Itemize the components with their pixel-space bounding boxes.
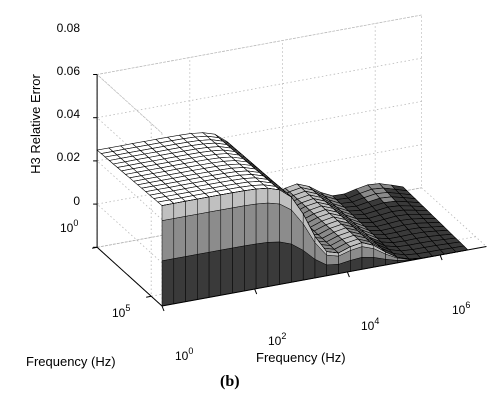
x-tick <box>346 271 350 278</box>
surface-front-face <box>185 213 198 257</box>
z-axis-label: H3 Relative Error <box>28 73 43 173</box>
surface-front-face <box>267 241 280 287</box>
surface-front-face <box>161 218 175 262</box>
surface-front-face <box>326 254 339 266</box>
surface-front-face <box>255 202 269 245</box>
y-axis-label: Frequency (Hz) <box>26 354 116 369</box>
z-tick-label: 0.02 <box>57 150 81 164</box>
surface-front-face <box>232 245 245 294</box>
z-gridline <box>96 14 422 134</box>
surface-front-face <box>185 198 198 217</box>
surface-front-face <box>197 251 210 300</box>
surface-front-face <box>208 194 222 213</box>
surface-front-face <box>220 207 233 251</box>
surface-front-face <box>161 258 175 307</box>
surface-front-face <box>197 196 210 215</box>
surface-front-face <box>208 209 222 253</box>
y-tick <box>92 246 98 249</box>
surface-front-face <box>173 200 186 219</box>
surface-front-face <box>173 256 186 305</box>
surface-front-face <box>232 205 245 249</box>
surface-front-face <box>279 203 292 245</box>
z-gridline <box>96 144 422 264</box>
panel-label: (b) <box>220 373 240 390</box>
surface-front-face <box>220 247 233 296</box>
x-tick <box>439 254 443 261</box>
y-tick-label: 105 <box>112 303 130 320</box>
surface-front-face <box>244 203 257 247</box>
surface-front-face <box>220 192 233 211</box>
surface-layer <box>96 132 469 307</box>
x-tick <box>254 288 258 295</box>
x-tick-label: 102 <box>268 331 286 348</box>
surface-front-face <box>267 202 280 243</box>
surface-front-face <box>161 203 175 221</box>
z-gridline <box>96 101 422 220</box>
axes-layer <box>92 73 487 312</box>
surface-front-face <box>185 253 198 303</box>
y-tick <box>146 295 152 298</box>
z-tick-label: 0 <box>73 194 80 208</box>
z-tick-label: 0.04 <box>57 107 81 121</box>
surface-front-face <box>173 215 186 259</box>
x-axis-line <box>161 246 487 307</box>
x-tick-label: 100 <box>175 346 193 363</box>
x-axis-label: Frequency (Hz) <box>256 350 346 365</box>
surface-front-face <box>255 242 269 289</box>
y-tick-label: 100 <box>60 218 78 235</box>
surface-front-face <box>267 187 280 205</box>
surface-front-face <box>232 190 245 209</box>
x-tick-label: 104 <box>361 316 379 333</box>
z-tick-label: 0.06 <box>57 64 81 78</box>
z-tick-label: 0.08 <box>57 21 81 35</box>
x-tick <box>161 305 165 312</box>
surface-front-face <box>244 188 257 206</box>
surface-front-face <box>208 249 222 298</box>
surface-front-face <box>244 243 257 292</box>
surface-front-face <box>255 187 269 205</box>
surface-front-face <box>279 241 292 285</box>
x-tick-label: 106 <box>452 300 470 317</box>
y-axis-line <box>96 246 163 307</box>
surface-front-face <box>291 243 304 283</box>
surface-front-face <box>197 211 210 255</box>
